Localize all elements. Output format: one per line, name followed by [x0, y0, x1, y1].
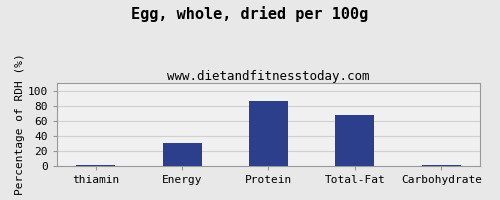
Bar	[249, 101, 288, 166]
Text: Egg, whole, dried per 100g: Egg, whole, dried per 100g	[132, 6, 368, 22]
Bar	[162, 143, 202, 166]
Bar	[76, 165, 115, 166]
Y-axis label: Percentage of RDH (%): Percentage of RDH (%)	[15, 54, 25, 195]
Title: www.dietandfitnesstoday.com: www.dietandfitnesstoday.com	[167, 70, 370, 83]
Bar	[422, 165, 461, 166]
Bar	[336, 115, 374, 166]
